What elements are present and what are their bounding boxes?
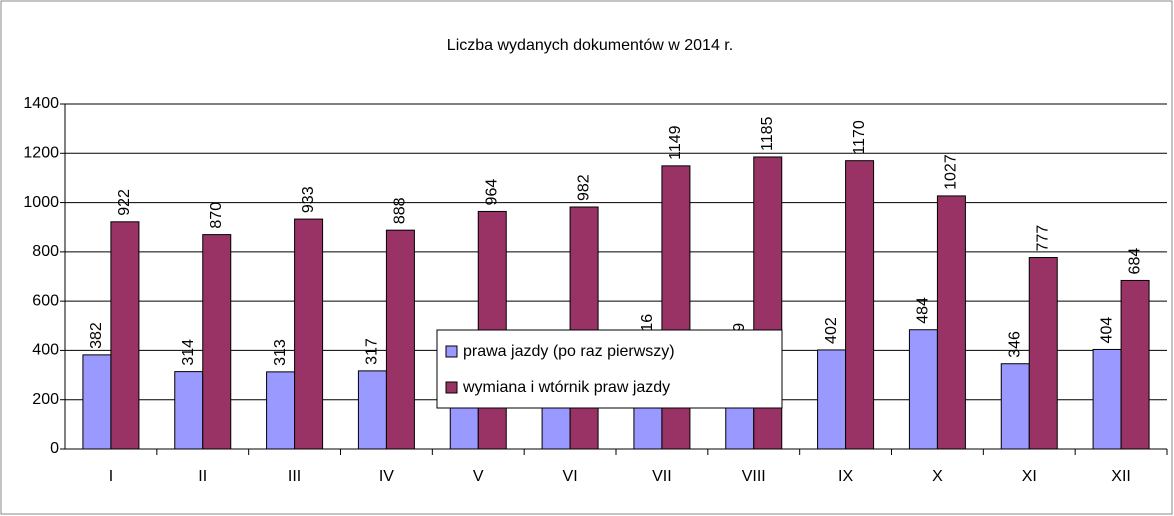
y-tick-label: 400 (32, 342, 59, 359)
bar (82, 354, 112, 450)
data-label: 1149 (667, 125, 684, 160)
data-label: 777 (1034, 225, 1051, 252)
bar (294, 218, 324, 450)
bar (174, 371, 204, 450)
bar (569, 206, 599, 450)
data-label: 684 (1126, 248, 1143, 275)
bar (266, 371, 296, 450)
bar (385, 229, 415, 450)
bar (936, 195, 966, 450)
data-label: 1027 (943, 154, 960, 190)
legend: prawa jazdy (po raz pierwszy) wymiana i w… (436, 329, 783, 409)
bar (908, 329, 938, 450)
x-tick-label: XI (1022, 468, 1037, 485)
bar (817, 349, 847, 450)
bar (110, 221, 140, 450)
data-label: 484 (915, 297, 932, 324)
bar (202, 234, 232, 450)
legend-swatch (445, 381, 458, 394)
legend-label: prawa jazdy (po raz pierwszy) (463, 343, 675, 360)
x-tick-label: I (109, 468, 113, 485)
bar (357, 370, 387, 450)
legend-swatch (445, 345, 458, 358)
bar (1092, 348, 1122, 450)
x-tick-label: II (198, 468, 207, 485)
x-tick-label: VII (652, 468, 672, 485)
data-label: 933 (300, 186, 317, 213)
data-label: 1170 (851, 120, 868, 155)
data-label: 964 (483, 179, 500, 206)
x-tick-label: V (473, 468, 484, 485)
data-label: 314 (180, 339, 197, 366)
bar (1000, 363, 1030, 450)
bar (1120, 279, 1150, 450)
data-label: 313 (272, 339, 289, 366)
legend-box (436, 329, 783, 409)
y-tick-label: 600 (32, 292, 59, 309)
data-label: 382 (88, 322, 105, 349)
x-tick-label: IV (379, 468, 394, 485)
x-tick-label: X (932, 468, 943, 485)
y-tick-label: 200 (32, 391, 59, 408)
x-tick-label: IX (838, 468, 853, 485)
bar (845, 160, 875, 450)
y-tick-label: 1400 (23, 95, 59, 112)
data-label: 317 (364, 338, 381, 365)
data-label: 1185 (759, 116, 776, 151)
data-label: 888 (392, 197, 409, 224)
bar (1028, 257, 1058, 450)
x-tick-label: VIII (742, 468, 766, 485)
x-tick-label: VI (563, 468, 578, 485)
data-label: 346 (1006, 331, 1023, 358)
chart-title: Liczba wydanych dokumentów w 2014 r. (447, 37, 733, 54)
y-tick-label: 0 (50, 440, 59, 457)
data-label: 982 (575, 174, 592, 201)
data-label: 870 (208, 202, 225, 229)
y-tick-label: 1200 (23, 145, 59, 162)
x-tick-label: III (288, 468, 301, 485)
x-tick-label: XII (1111, 468, 1131, 485)
data-label: 402 (823, 317, 840, 344)
y-tick-label: 800 (32, 243, 59, 260)
legend-label: wymiana i wtórnik praw jazdy (462, 379, 670, 396)
y-tick-label: 1000 (23, 194, 59, 211)
data-label: 922 (116, 189, 133, 216)
data-label: 404 (1098, 317, 1115, 344)
